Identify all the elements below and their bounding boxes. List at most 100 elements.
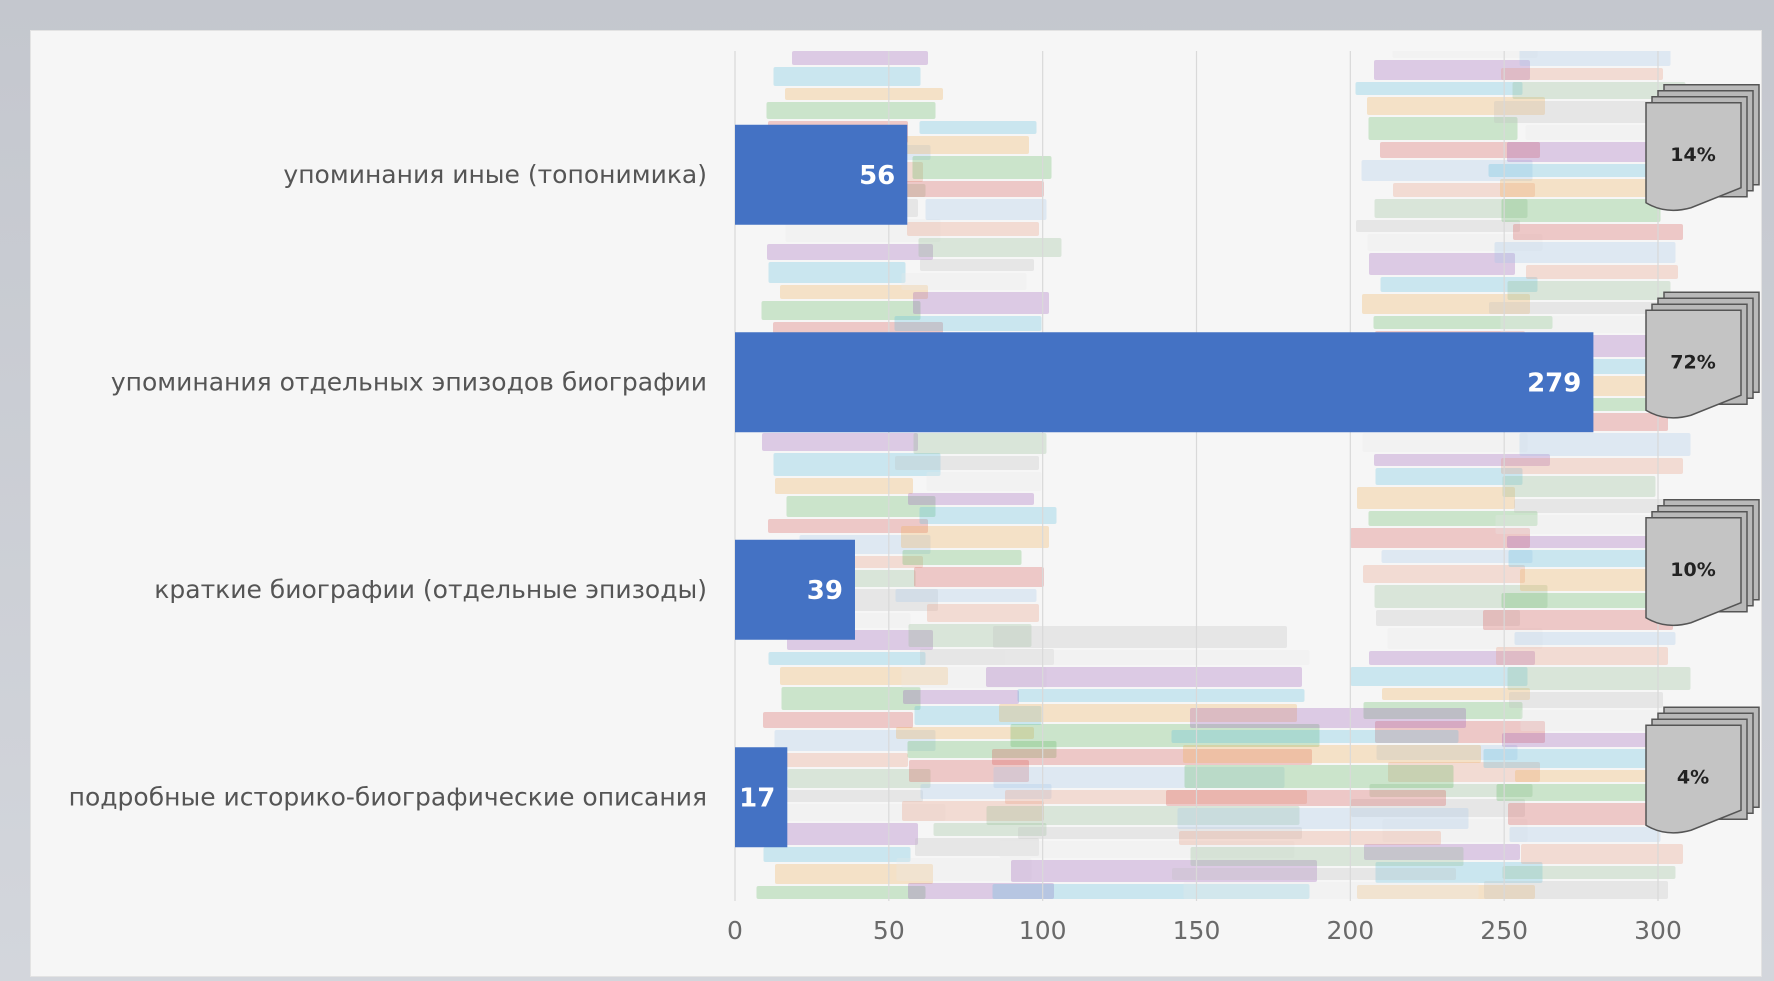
book-shape xyxy=(919,507,1057,524)
bars: 56 279 39 17 xyxy=(735,124,1594,848)
book-shape xyxy=(785,88,943,100)
book-shape xyxy=(1519,51,1671,66)
book-shape xyxy=(1502,733,1678,747)
book-shape xyxy=(1501,593,1681,608)
book-shape xyxy=(1183,882,1479,899)
book-shape xyxy=(1507,667,1691,690)
book-shape xyxy=(901,667,1047,688)
book-shape xyxy=(908,493,1034,505)
book-shape xyxy=(1525,125,1681,140)
book-shape xyxy=(992,884,1310,899)
x-tick-label: 300 xyxy=(1634,916,1682,945)
book-shape xyxy=(780,667,948,685)
book-shape xyxy=(914,567,1044,587)
book-shape xyxy=(774,730,936,751)
book-shape xyxy=(902,801,1044,821)
book-shape xyxy=(1367,97,1545,115)
book-shape xyxy=(1500,316,1686,333)
book-shape xyxy=(1369,253,1515,275)
book-shape xyxy=(896,727,1034,739)
chart-area: 56 279 39 17 упоминания иные (топонимика) уп… xyxy=(30,30,1762,977)
book-shape xyxy=(1369,784,1533,797)
book-shape xyxy=(1507,142,1673,162)
book-shape xyxy=(773,67,921,86)
book-shape xyxy=(761,301,921,320)
book-shape xyxy=(913,433,1047,454)
book-shape xyxy=(1010,724,1320,747)
book-shape xyxy=(786,496,936,517)
percent-label: 14% xyxy=(1670,144,1715,166)
book-shape xyxy=(1500,179,1688,197)
book-shape xyxy=(1375,721,1545,743)
book-shape xyxy=(768,262,906,283)
book-shape xyxy=(894,181,1044,197)
book-shape xyxy=(1375,468,1523,485)
book-shape xyxy=(769,790,923,802)
book-shape xyxy=(780,804,946,821)
book-shape xyxy=(999,841,1295,858)
book-shape xyxy=(773,453,941,476)
book-shape xyxy=(1361,160,1533,181)
book-shape xyxy=(920,784,1052,799)
book-shape xyxy=(1172,868,1456,880)
book-shape xyxy=(1502,476,1656,497)
percent-label: 10% xyxy=(1670,559,1715,581)
book-shape xyxy=(1496,784,1666,801)
book-shape xyxy=(1502,866,1676,879)
book-shape xyxy=(901,273,1027,290)
book-shape xyxy=(912,156,1052,179)
book-shape xyxy=(1018,827,1302,839)
category-labels: упоминания иные (топонимика) упоминания о… xyxy=(69,160,707,812)
percent-badge: 14% xyxy=(1645,84,1760,212)
x-axis-tick-labels: 0 50 100 150 200 250 300 xyxy=(727,916,1682,945)
book-shape xyxy=(1356,220,1520,232)
book-shape xyxy=(1501,458,1683,474)
book-shape xyxy=(1514,632,1676,645)
book-shape xyxy=(1369,651,1535,665)
book-shape xyxy=(787,769,931,788)
book-shape xyxy=(1512,82,1686,99)
book-shape xyxy=(1484,881,1668,899)
bar-value-label: 279 xyxy=(1527,368,1581,398)
book-shape xyxy=(1380,142,1540,158)
books-background-image xyxy=(756,31,1696,899)
book-shape xyxy=(1508,803,1688,825)
book-shape xyxy=(1509,692,1663,708)
book-shape xyxy=(1483,610,1673,630)
book-shape xyxy=(895,589,1037,602)
book-shape xyxy=(1363,702,1523,719)
book-shape xyxy=(1513,224,1683,240)
book-shape xyxy=(914,706,1042,725)
book-shape xyxy=(1488,31,1668,45)
book-shape xyxy=(1514,499,1678,513)
x-tick-label: 100 xyxy=(1019,916,1067,945)
book-shape xyxy=(1177,808,1469,829)
book-shape xyxy=(1382,688,1530,700)
book-shape xyxy=(1190,847,1464,866)
category-label: подробные историко-биографические описан… xyxy=(69,782,707,811)
book-shape xyxy=(1508,550,1666,567)
bar-value-label: 17 xyxy=(739,783,775,813)
book-shape xyxy=(1004,650,1310,665)
book-shape xyxy=(763,712,913,728)
book-shape xyxy=(926,472,1042,491)
percent-label: 4% xyxy=(1677,766,1709,788)
book-shape xyxy=(1376,610,1520,626)
book-shape xyxy=(780,285,928,299)
book-shape xyxy=(776,753,908,767)
book-shape xyxy=(992,749,1312,765)
book-shape xyxy=(1496,647,1668,665)
book-shape xyxy=(1380,277,1538,292)
book-shape xyxy=(999,704,1297,722)
book-shape xyxy=(1488,164,1666,177)
book-shape xyxy=(993,626,1287,648)
percent-badge: 4% xyxy=(1645,706,1760,834)
bar xyxy=(735,332,1594,433)
percent-badge: 72% xyxy=(1645,291,1760,419)
x-tick-label: 250 xyxy=(1480,916,1528,945)
book-shape xyxy=(925,199,1047,220)
book-shape xyxy=(768,519,928,533)
book-shape xyxy=(908,624,1032,647)
bar-value-label: 56 xyxy=(859,161,895,191)
